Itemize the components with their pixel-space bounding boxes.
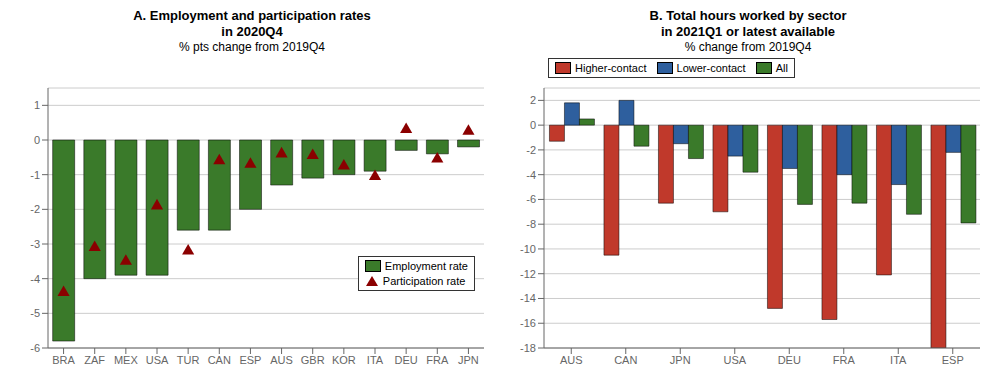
- svg-text:0: 0: [34, 134, 40, 146]
- html-text:Participation rate: Participation rate: [382, 275, 466, 287]
- svg-text:-12: -12: [520, 268, 536, 280]
- html-text:B. Total hours worked by secto: B. Total hours worked by sector: [649, 8, 847, 23]
- svg-text:KOR: KOR: [332, 354, 356, 366]
- html-text:Higher-contact: Higher-contact: [575, 62, 647, 74]
- svg-text:JPN: JPN: [670, 354, 691, 366]
- svg-text:-10: -10: [520, 243, 536, 255]
- svg-text:CAN: CAN: [208, 354, 231, 366]
- svg-text:1: 1: [34, 99, 40, 111]
- svg-text:-6: -6: [30, 342, 40, 354]
- svg-text:-4: -4: [526, 169, 536, 181]
- html-text:A. Employment and participatio: A. Employment and participation rates: [133, 8, 371, 23]
- svg-text:ZAF: ZAF: [84, 354, 105, 366]
- html-text:All: All: [775, 62, 788, 74]
- html-text:Lower-contact: Lower-contact: [676, 62, 746, 74]
- svg-text:GBR: GBR: [301, 354, 325, 366]
- svg-text:JPN: JPN: [458, 354, 479, 366]
- html-text:Employment rate: Employment rate: [384, 260, 468, 272]
- svg-text:DEU: DEU: [778, 354, 801, 366]
- svg-text:-2: -2: [30, 203, 40, 215]
- svg-text:ITA: ITA: [890, 354, 907, 366]
- svg-text:-14: -14: [520, 292, 536, 304]
- svg-text:USA: USA: [146, 354, 169, 366]
- svg-text:-16: -16: [520, 317, 536, 329]
- svg-text:0: 0: [530, 119, 536, 131]
- svg-text:AUS: AUS: [560, 354, 583, 366]
- svg-text:ESP: ESP: [239, 354, 261, 366]
- svg-text:ITA: ITA: [367, 354, 384, 366]
- svg-text:MEX: MEX: [114, 354, 139, 366]
- svg-text:FRA: FRA: [426, 354, 449, 366]
- svg-text:USA: USA: [723, 354, 746, 366]
- svg-text:FRA: FRA: [833, 354, 856, 366]
- svg-text:-8: -8: [526, 218, 536, 230]
- svg-text:-1: -1: [30, 169, 40, 181]
- svg-text:DEU: DEU: [395, 354, 418, 366]
- svg-text:-4: -4: [30, 273, 40, 285]
- svg-text:TUR: TUR: [177, 354, 200, 366]
- svg-text:-18: -18: [520, 342, 536, 354]
- html-text:% pts change from 2019Q4: % pts change from 2019Q4: [179, 40, 325, 54]
- svg-text:2: 2: [530, 94, 536, 106]
- svg-text:ESP: ESP: [942, 354, 964, 366]
- html-text:% change from 2019Q4: % change from 2019Q4: [684, 40, 812, 54]
- svg-text:BRA: BRA: [52, 354, 75, 366]
- svg-text:AUS: AUS: [270, 354, 293, 366]
- html-text:in 2021Q1 or latest available: in 2021Q1 or latest available: [660, 24, 836, 39]
- svg-text:CAN: CAN: [614, 354, 637, 366]
- svg-text:-6: -6: [526, 193, 536, 205]
- svg-text:-3: -3: [30, 238, 40, 250]
- html-text:in 2020Q4: in 2020Q4: [221, 24, 283, 39]
- svg-text:-5: -5: [30, 307, 40, 319]
- svg-text:-2: -2: [526, 144, 536, 156]
